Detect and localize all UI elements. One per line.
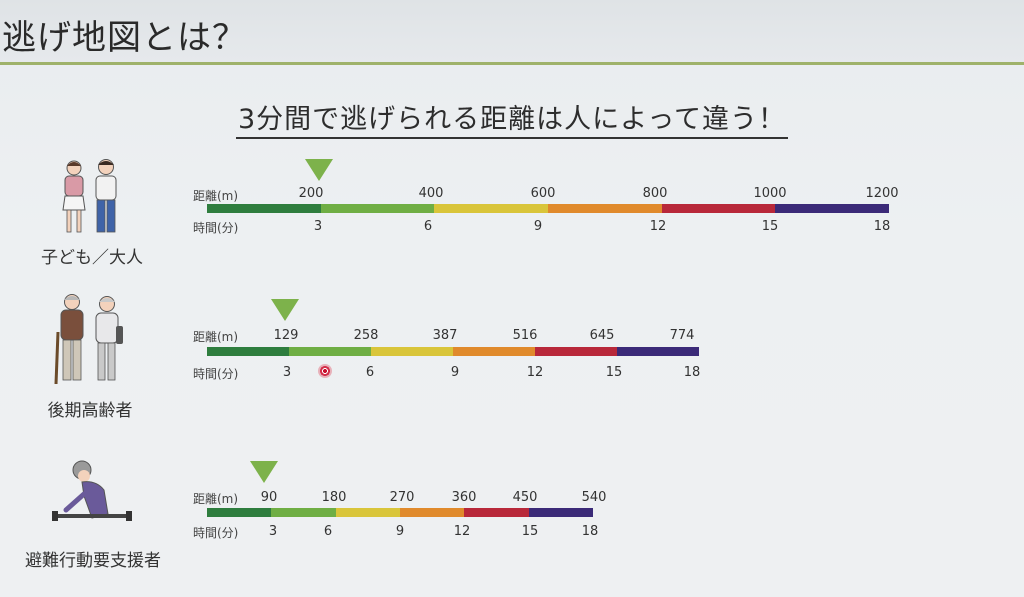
time-value: 9 [450,365,460,380]
title-bar: 逃げ地図とは？ [0,0,1024,62]
time-value: 6 [365,365,375,380]
bar-segment [335,508,400,517]
slide-title: 逃げ地図とは？ [2,18,247,58]
distance-value: 1000 [753,186,787,201]
time-value: 15 [521,524,539,539]
distance-label: 距離(m) [193,492,239,506]
slide-subtitle: 3分間で逃げられる距離は人によって違う！ [235,104,789,139]
child-adult-figure-icon [62,159,117,233]
bar-segment [453,347,535,356]
distance-value: 90 [260,490,278,505]
bar-segment [320,204,435,213]
time-value: 3 [268,524,278,539]
caption-support-needed: 避難行動要支援者 [25,551,161,571]
time-label: 時間(分) [193,367,239,381]
time-value: 15 [605,365,623,380]
distance-value: 774 [669,328,695,343]
distance-value: 400 [418,186,444,201]
time-label: 時間(分) [193,526,239,540]
support-needed-figure-icon [52,460,132,521]
bar-segment [434,204,549,213]
bar-segment [371,347,453,356]
row-child-adult: 子ども／大人 距離(m) 時間(分) 200 400 600 800 1000 … [0,150,1024,280]
row-elderly: 後期高齢者 距離(m) 時間(分) 129 258 387 516 645 77… [0,290,1024,421]
time-value: 18 [683,365,701,380]
time-value: 6 [323,524,333,539]
time-label: 時間(分) [193,221,239,235]
distance-value: 270 [389,490,415,505]
distance-value: 360 [451,490,477,505]
time-value: 12 [649,219,667,234]
distance-color-bar [207,204,890,213]
bar-segment [464,508,529,517]
marker-triangle-icon [250,461,278,483]
bar-segment [548,204,662,213]
caption-child-adult: 子ども／大人 [41,248,143,268]
distance-value: 1200 [865,186,899,201]
row-support-needed: 避難行動要支援者 距離(m) 時間(分) 90 180 270 360 450 … [0,440,1024,590]
time-value: 18 [873,219,891,234]
time-value: 6 [423,219,433,234]
marker-triangle-icon [271,299,299,321]
bar-segment [617,347,699,356]
caption-elderly: 後期高齢者 [47,401,133,421]
distance-value: 200 [298,186,324,201]
time-value: 3 [282,365,292,380]
distance-value: 540 [581,490,607,505]
distance-color-bar [207,508,593,517]
bar-segment [289,347,371,356]
time-value: 9 [533,219,543,234]
distance-value: 800 [642,186,668,201]
time-value: 12 [526,365,544,380]
distance-value: 387 [432,328,458,343]
title-divider [0,62,1024,65]
bar-segment [207,508,272,517]
distance-value: 180 [321,490,347,505]
bar-segment [535,347,617,356]
bar-segment [399,508,465,517]
distance-value: 516 [512,328,538,343]
elderly-figure-icon [54,294,123,385]
bar-segment [661,204,776,213]
bar-segment [528,508,593,517]
distance-value: 258 [353,328,379,343]
bar-segment [775,204,890,213]
distance-value: 129 [273,328,299,343]
bar-segment [207,347,289,356]
time-value: 15 [761,219,779,234]
distance-label: 距離(m) [193,189,239,203]
time-value: 12 [453,524,471,539]
marker-triangle-icon [305,159,333,181]
distance-value: 600 [530,186,556,201]
bar-segment [271,508,336,517]
distance-color-bar [207,347,699,356]
distance-label: 距離(m) [193,330,239,344]
time-value: 18 [581,524,599,539]
pointer-cursor-icon [318,364,332,378]
slide-subtitle-container: 3分間で逃げられる距離は人によって違う！ [0,97,1024,139]
time-value: 9 [395,524,405,539]
time-value: 3 [313,219,323,234]
bar-segment [207,204,321,213]
distance-value: 645 [589,328,615,343]
distance-value: 450 [512,490,538,505]
